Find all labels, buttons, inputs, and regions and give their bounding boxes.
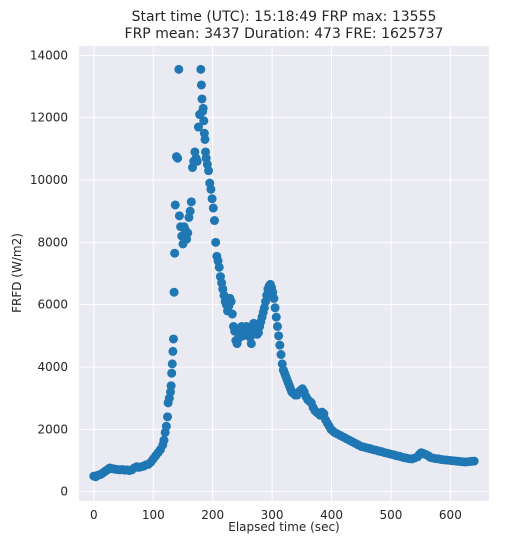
data-point — [174, 211, 184, 221]
data-point — [206, 184, 216, 194]
data-point — [170, 248, 180, 258]
x-tick-label: 200 — [201, 508, 224, 522]
y-tick-label: 0 — [60, 485, 68, 499]
data-point — [198, 103, 208, 113]
data-point — [226, 297, 236, 307]
x-tick-label: 100 — [142, 508, 165, 522]
data-point — [274, 331, 284, 341]
x-tick-label: 0 — [90, 508, 98, 522]
y-axis-label: FRFD (W/m2) — [10, 233, 24, 313]
y-tick-label: 10000 — [30, 173, 68, 187]
y-tick-label: 2000 — [37, 422, 68, 436]
data-point — [269, 293, 279, 303]
data-point — [208, 203, 218, 213]
x-tick-label: 400 — [320, 508, 343, 522]
data-point — [271, 312, 281, 322]
x-tick-labels: 0 100 200 300 400 500 600 — [90, 508, 462, 522]
data-point — [207, 194, 217, 204]
y-tick-label: 6000 — [37, 298, 68, 312]
plot-area — [79, 46, 489, 501]
data-point — [167, 368, 177, 378]
y-tick-label: 14000 — [30, 48, 68, 62]
data-point — [161, 421, 171, 431]
data-point — [192, 156, 202, 166]
y-tick-label: 8000 — [37, 235, 68, 249]
data-point — [168, 346, 178, 356]
data-point — [167, 359, 177, 369]
data-point — [246, 339, 256, 349]
data-point — [185, 206, 195, 216]
data-point — [209, 216, 219, 226]
data-point — [186, 197, 196, 207]
grid-lines — [79, 46, 489, 501]
x-tick-label: 500 — [380, 508, 403, 522]
data-point — [163, 412, 173, 422]
data-point — [227, 309, 237, 319]
data-point — [174, 64, 184, 74]
data-point — [211, 237, 221, 247]
data-point — [204, 166, 214, 176]
data-point — [196, 80, 206, 90]
data-point — [276, 350, 286, 360]
data-point — [469, 456, 479, 466]
data-point — [183, 228, 193, 238]
chart-title-line-1: Start time (UTC): 15:18:49 FRP max: 1355… — [132, 9, 437, 25]
data-point — [214, 262, 224, 272]
y-tick-labels: 0 2000 4000 6000 8000 10000 12000 14000 — [30, 48, 68, 498]
data-point — [270, 303, 280, 313]
data-point — [159, 435, 169, 445]
data-point — [169, 287, 179, 297]
data-point — [173, 153, 183, 163]
chart-title-line-2: FRP mean: 3437 Duration: 473 FRE: 162573… — [125, 26, 444, 42]
data-point — [272, 321, 282, 331]
data-point — [166, 381, 176, 391]
x-axis-label: Elapsed time (sec) — [228, 520, 339, 534]
data-point — [199, 116, 209, 126]
y-tick-label: 4000 — [37, 360, 68, 374]
data-point — [197, 94, 207, 104]
data-points — [89, 64, 479, 482]
x-tick-label: 300 — [261, 508, 284, 522]
data-point — [168, 334, 178, 344]
data-point — [275, 340, 285, 350]
data-point — [200, 134, 210, 144]
data-point — [170, 200, 180, 210]
x-tick-label: 600 — [439, 508, 462, 522]
y-tick-label: 12000 — [30, 111, 68, 125]
data-point — [193, 122, 203, 132]
data-point — [196, 64, 206, 74]
